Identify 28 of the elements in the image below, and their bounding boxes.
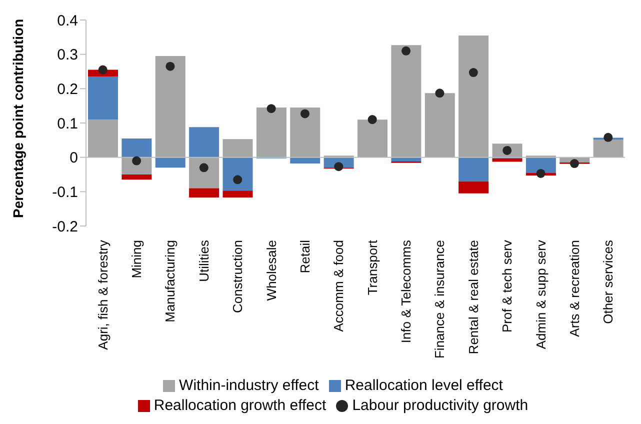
x-tick-label: Admin & supp serv — [533, 240, 548, 350]
x-tick-label: Rental & real estate — [466, 240, 481, 354]
legend-label: Reallocation level effect — [344, 377, 503, 394]
x-tick-label: Mining — [129, 240, 144, 278]
x-tick-label: Transport — [364, 240, 380, 296]
x-tick-label: Utilities — [196, 240, 212, 282]
legend-label: Reallocation growth effect — [154, 397, 326, 414]
legend-label: Within-industry effect — [179, 377, 319, 394]
x-tick-label: Arts & recreation — [566, 240, 582, 337]
y-tick-label: -0.1 — [52, 184, 78, 201]
x-tick-label: Info & Telecomms — [398, 240, 414, 344]
x-tick-label: Accomm & food — [331, 240, 346, 332]
x-tick-label: Retail — [297, 240, 312, 274]
x-tick-label: Other services — [600, 240, 616, 324]
x-tick-label: Manufacturing — [162, 240, 178, 322]
y-axis-title: Percentage point contribution — [10, 18, 26, 218]
y-tick-label: -0.2 — [52, 218, 78, 236]
y-tick-label: 0.4 — [57, 12, 78, 30]
legend-label: Labour productivity growth — [352, 397, 528, 414]
y-tick-label: 0.1 — [57, 115, 78, 132]
x-tick-label: Wholesale — [264, 240, 279, 301]
y-tick-label: 0 — [70, 150, 78, 167]
y-tick-label: 0.2 — [57, 80, 78, 98]
x-tick-label: Finance & insurance — [432, 240, 448, 359]
x-tick-label: Prof & tech serv — [500, 240, 515, 332]
y-tick-label: 0.3 — [57, 46, 78, 64]
x-tick-label: Construction — [230, 240, 246, 313]
x-tick-label: Agri, fish & forestry — [95, 240, 110, 350]
